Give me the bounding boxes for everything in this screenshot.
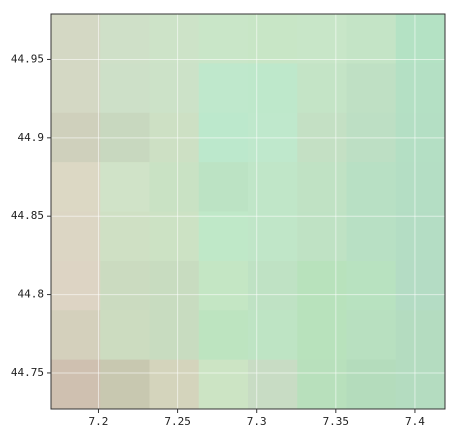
x-tick-label: 7.2	[89, 415, 109, 428]
cell	[100, 310, 150, 361]
cell	[297, 260, 347, 311]
y-tick-label: 44.75	[11, 366, 44, 379]
cell	[395, 14, 446, 64]
cell	[51, 63, 101, 114]
cell	[51, 359, 101, 410]
cell	[100, 359, 150, 410]
cell	[51, 14, 101, 64]
x-tick-label: 7.25	[164, 415, 191, 428]
cell	[51, 260, 101, 311]
cell	[149, 260, 200, 311]
cell	[297, 211, 347, 262]
cell	[346, 63, 397, 114]
cell	[248, 162, 298, 212]
y-tick-label: 44.85	[11, 209, 44, 222]
cell	[100, 260, 150, 311]
cell	[100, 162, 150, 212]
cell	[346, 260, 397, 311]
cell	[248, 63, 298, 114]
cell	[100, 211, 150, 262]
cell	[248, 14, 298, 64]
cell	[248, 359, 298, 410]
cell	[395, 359, 446, 410]
cell	[198, 14, 249, 64]
cell	[346, 14, 397, 64]
cell	[149, 310, 200, 361]
cell	[149, 211, 200, 262]
cell	[149, 359, 200, 410]
cell	[248, 260, 298, 311]
cell	[198, 260, 249, 311]
cell	[51, 211, 101, 262]
cell	[395, 211, 446, 262]
cell	[297, 162, 347, 212]
cell	[346, 359, 397, 410]
x-tick-label: 7.35	[323, 415, 350, 428]
cell	[248, 310, 298, 361]
cell	[198, 359, 249, 410]
cell	[100, 14, 150, 64]
y-tick-label: 44.8	[18, 288, 45, 301]
cell	[346, 211, 397, 262]
cell	[297, 310, 347, 361]
cell	[100, 63, 150, 114]
cell	[297, 63, 347, 114]
cell	[198, 162, 249, 212]
cell	[297, 14, 347, 64]
cell	[149, 63, 200, 114]
plot-frame	[50, 13, 446, 410]
cell	[346, 310, 397, 361]
x-tick-label: 7.3	[247, 415, 267, 428]
cell	[149, 162, 200, 212]
cell	[198, 63, 249, 114]
y-tick-label: 44.95	[11, 52, 44, 65]
cell	[51, 162, 101, 212]
cell	[395, 162, 446, 212]
cell	[198, 310, 249, 361]
cell	[395, 310, 446, 361]
cell	[248, 211, 298, 262]
cell	[395, 63, 446, 114]
cell	[395, 260, 446, 311]
y-tick-label: 44.9	[18, 131, 45, 144]
cell	[51, 310, 101, 361]
cell	[297, 359, 347, 410]
x-tick-label: 7.4	[405, 415, 425, 428]
cell	[149, 14, 200, 64]
cell	[198, 211, 249, 262]
cell	[346, 162, 397, 212]
